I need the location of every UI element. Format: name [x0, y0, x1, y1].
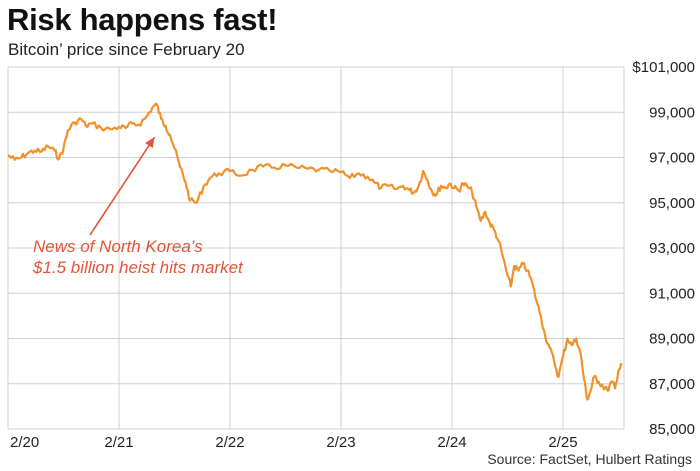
annotation-arrow-head [145, 137, 155, 148]
annotation-text-line: News of North Korea’s [33, 237, 203, 256]
x-tick-label: 2/25 [548, 434, 577, 451]
y-tick-label: 91,000 [649, 285, 695, 302]
x-tick-label: 2/20 [10, 434, 39, 451]
x-tick-label: 2/22 [215, 434, 244, 451]
annotation-arrow-line [89, 136, 156, 236]
y-tick-label: 89,000 [649, 331, 695, 348]
y-tick-label: 99,000 [649, 104, 695, 121]
x-tick-label: 2/23 [326, 434, 355, 451]
y-tick-label: $101,000 [632, 59, 695, 76]
y-tick-label: 93,000 [649, 240, 695, 257]
y-tick-label: 87,000 [649, 376, 695, 393]
x-tick-label: 2/24 [437, 434, 466, 451]
chart-title: Risk happens fast! [7, 2, 278, 37]
y-tick-label: 97,000 [649, 150, 695, 167]
chart-subtitle: Bitcoin’ price since February 20 [8, 40, 245, 59]
x-tick-label: 2/21 [104, 434, 133, 451]
y-tick-label: 95,000 [649, 195, 695, 212]
source-note: Source: FactSet, Hulbert Ratings [487, 451, 692, 467]
price-series-line [7, 102, 623, 401]
y-tick-label: 85,000 [649, 421, 695, 438]
annotation-text-line: $1.5 billion heist hits market [32, 258, 244, 277]
